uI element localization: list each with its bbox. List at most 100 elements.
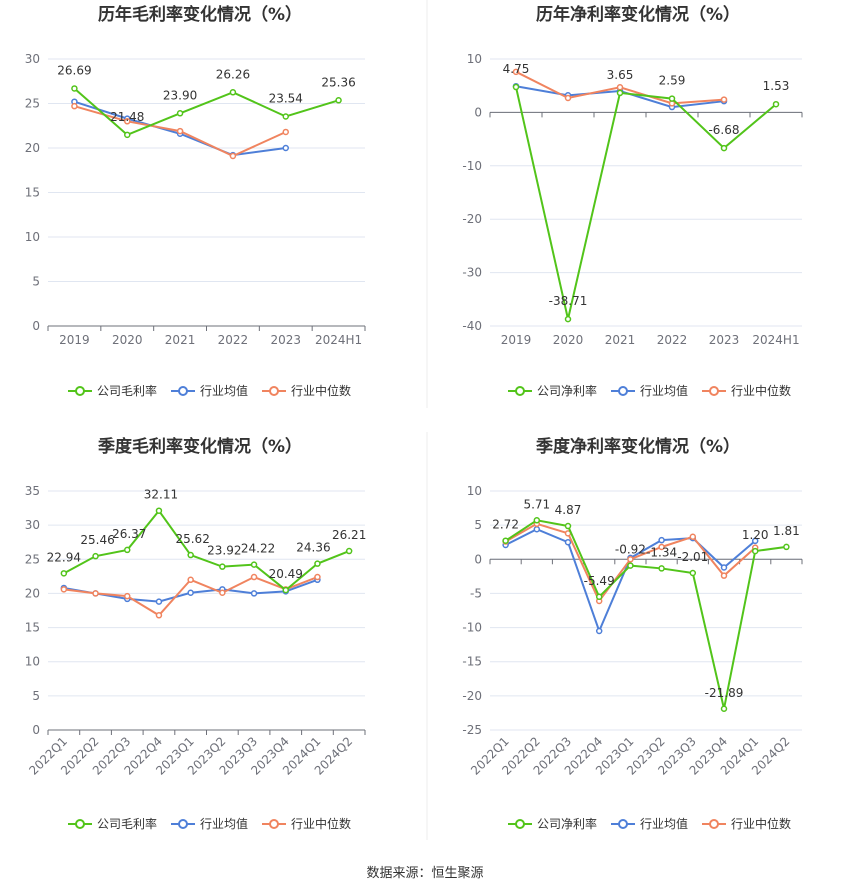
x-tick-label: 2020 (112, 333, 143, 347)
data-point (155, 598, 163, 605)
data-label: 32.11 (144, 488, 178, 502)
data-label: 2.59 (659, 74, 686, 88)
data-point (783, 543, 790, 551)
legend-item-1[interactable]: 行业均值 (171, 383, 248, 398)
y-tick-label: 10 (467, 484, 482, 498)
data-point (668, 95, 676, 102)
data-point (627, 556, 634, 563)
data-label: 3.65 (607, 68, 634, 82)
data-label: 2.72 (492, 518, 519, 532)
data-label: 20.49 (269, 567, 303, 581)
legend-marker (269, 386, 279, 396)
y-tick-label: -5 (470, 586, 482, 600)
data-point (658, 543, 665, 551)
data-point (627, 562, 634, 569)
data-point (720, 572, 728, 579)
data-point (124, 592, 131, 600)
data-label: 23.54 (269, 91, 303, 105)
legend-item-1[interactable]: 行业均值 (611, 383, 688, 398)
x-tick-label: 2024H1 (315, 333, 362, 347)
data-label: -1.34 (646, 545, 677, 559)
legend-item-1[interactable]: 行业均值 (611, 816, 688, 831)
data-point (616, 84, 624, 91)
data-point (345, 547, 353, 555)
data-point (564, 522, 572, 530)
data-point (187, 551, 194, 559)
data-point (720, 144, 728, 152)
data-point (564, 94, 572, 102)
data-point (71, 85, 78, 92)
data-point (512, 83, 520, 91)
data-label: 1.53 (763, 79, 790, 93)
y-tick-label: -15 (462, 655, 482, 669)
data-point (751, 547, 759, 555)
data-point (751, 537, 759, 545)
data-label: 1.81 (773, 524, 800, 538)
data-point (229, 89, 237, 96)
legend-marker (515, 386, 525, 396)
data-point (176, 110, 184, 117)
y-tick-label: 0 (474, 105, 482, 119)
data-label: 24.22 (241, 542, 275, 556)
chart-title: 历年毛利率变化情况（%） (98, 4, 302, 25)
series-line-0 (73, 87, 339, 136)
y-tick-label: 5 (32, 275, 40, 289)
x-tick-label: 2023 (270, 333, 301, 347)
y-tick-label: 25 (25, 552, 40, 566)
y-tick-label: 15 (25, 186, 40, 200)
data-label: 26.37 (112, 527, 146, 541)
data-point (60, 586, 68, 593)
legend-marker (75, 819, 85, 829)
data-point (219, 563, 226, 570)
y-tick-label: -20 (462, 212, 482, 226)
data-point (512, 68, 520, 76)
x-tick-label: 2020 (553, 333, 584, 347)
legend-item-2[interactable]: 行业中位数 (702, 816, 791, 831)
legend-marker (618, 819, 628, 829)
legend-label: 行业中位数 (731, 816, 791, 831)
data-label: -38.71 (549, 294, 588, 308)
data-label: 26.26 (216, 67, 250, 81)
data-point (176, 127, 184, 135)
data-label: 26.21 (332, 528, 366, 542)
data-label: -6.68 (708, 123, 739, 137)
data-label: 25.46 (80, 533, 114, 547)
y-tick-label: -40 (462, 319, 482, 333)
data-point (502, 537, 509, 544)
data-point (187, 576, 194, 584)
data-label: 1.20 (742, 528, 769, 542)
x-tick-label: 2021 (165, 333, 196, 347)
data-point (250, 561, 258, 568)
data-label: 5.71 (523, 497, 550, 511)
legend-item-0[interactable]: 公司毛利率 (68, 383, 157, 398)
data-point (229, 152, 237, 160)
legend-label: 行业均值 (200, 816, 248, 831)
data-point (564, 315, 572, 323)
legend-item-2[interactable]: 行业中位数 (262, 383, 351, 398)
legend-item-0[interactable]: 公司净利率 (508, 383, 597, 398)
chart-title: 历年净利率变化情况（%） (536, 4, 740, 25)
legend-item-2[interactable]: 行业中位数 (702, 383, 791, 398)
data-point (658, 565, 665, 572)
chart-title: 季度净利率变化情况（%） (536, 436, 740, 457)
legend-item-1[interactable]: 行业均值 (171, 816, 248, 831)
data-point (250, 590, 258, 597)
data-point (92, 552, 99, 560)
data-point (124, 546, 131, 554)
legend-item-0[interactable]: 公司净利率 (508, 816, 597, 831)
chart-4: 季度净利率变化情况（%）-25-20-15-10-505102022Q12022… (462, 436, 803, 831)
y-tick-label: 0 (474, 552, 482, 566)
y-tick-label: 20 (25, 586, 40, 600)
data-point (658, 536, 665, 544)
legend-item-0[interactable]: 公司毛利率 (68, 816, 157, 831)
x-tick-label: 2023 (709, 333, 740, 347)
data-label: 22.94 (47, 550, 81, 564)
legend-item-2[interactable]: 行业中位数 (262, 816, 351, 831)
data-label: 26.69 (57, 63, 91, 77)
data-point (282, 113, 289, 120)
legend-label: 行业中位数 (291, 816, 351, 831)
y-tick-label: 10 (25, 230, 40, 244)
data-point (533, 517, 541, 524)
x-tick-label: 2019 (59, 333, 90, 347)
